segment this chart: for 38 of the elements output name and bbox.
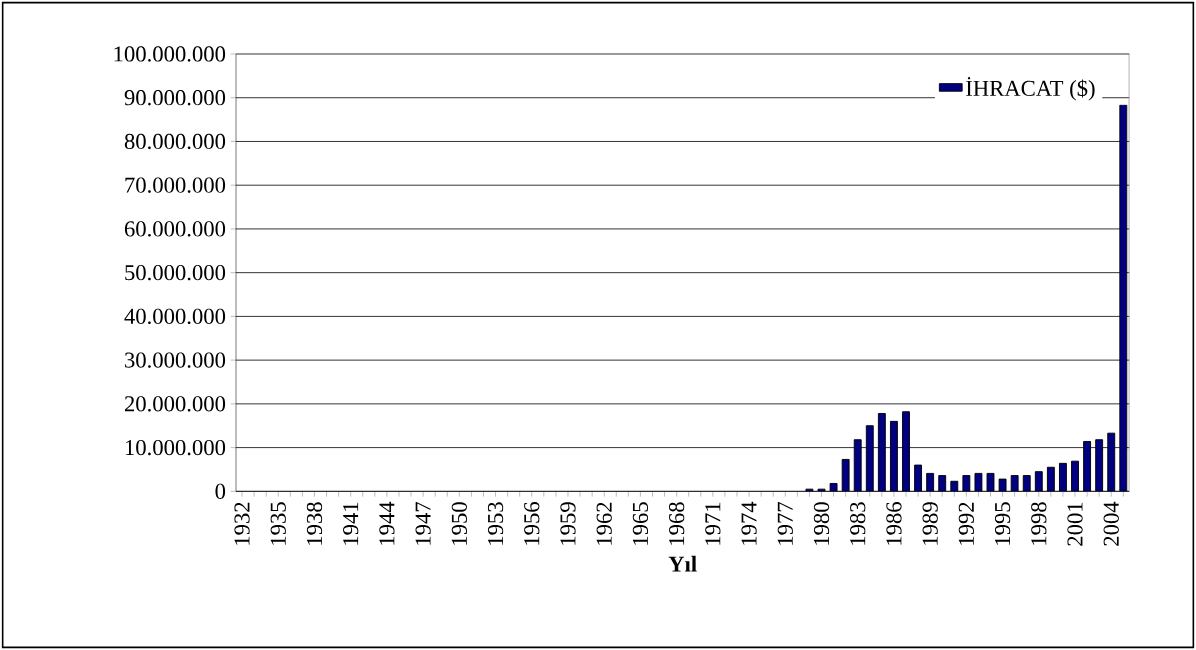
y-tick-label: 30.000.000 xyxy=(125,352,226,368)
x-tick-label: 1995 xyxy=(994,502,1011,545)
x-tick-label: 1971 xyxy=(705,502,721,545)
x-tick-label: 1983 xyxy=(850,502,866,545)
x-tick-label: 1980 xyxy=(813,502,830,545)
x-tick-label: 1932 xyxy=(234,502,250,545)
x-tick-label: 1959 xyxy=(560,502,576,545)
y-tick-label: 40.000.000 xyxy=(124,308,226,325)
x-tick-label: 1992 xyxy=(958,502,974,545)
x-tick-label: 1944 xyxy=(379,501,395,545)
y-tick-label: 0 xyxy=(215,483,226,499)
x-tick-label: 1965 xyxy=(632,502,649,545)
x-tick-label: 1950 xyxy=(451,502,467,545)
x-tick-label: 1935 xyxy=(270,502,286,545)
legend-label: İHRACAT ($) xyxy=(966,77,1095,101)
y-tick-label: 50.000.000 xyxy=(125,264,226,281)
x-tick-label: 1968 xyxy=(668,502,685,545)
y-tick-label: 100.000.000 xyxy=(114,46,226,62)
y-tick-label: 10.000.000 xyxy=(125,439,226,456)
x-tick-label: 1941 xyxy=(343,502,359,545)
y-tick-label: 70.000.000 xyxy=(125,177,226,193)
x-tick-label: 1956 xyxy=(524,502,540,545)
x-tick-label: 1953 xyxy=(487,502,504,545)
x-tick-label: 1947 xyxy=(415,502,431,545)
x-tick-label: 1974 xyxy=(741,501,757,545)
x-tick-label: 2004 xyxy=(1103,501,1119,546)
y-tick-label: 80.000.000 xyxy=(124,133,226,150)
x-tick-label: 1977 xyxy=(777,502,793,545)
y-tick-label: 20.000.000 xyxy=(124,396,226,412)
x-tick-label: 1938 xyxy=(306,502,323,545)
x-tick-label: 1998 xyxy=(1031,502,1047,545)
x-tick-label: 1986 xyxy=(886,502,902,545)
y-tick-label: 90.000.000 xyxy=(124,90,226,106)
x-tick-label: 1962 xyxy=(596,502,612,545)
x-tick-label: 2001 xyxy=(1067,502,1083,546)
x-tick-label: 1989 xyxy=(922,502,938,545)
y-tick-label: 60.000.000 xyxy=(124,221,226,237)
x-axis-title: Yıl xyxy=(668,555,697,572)
